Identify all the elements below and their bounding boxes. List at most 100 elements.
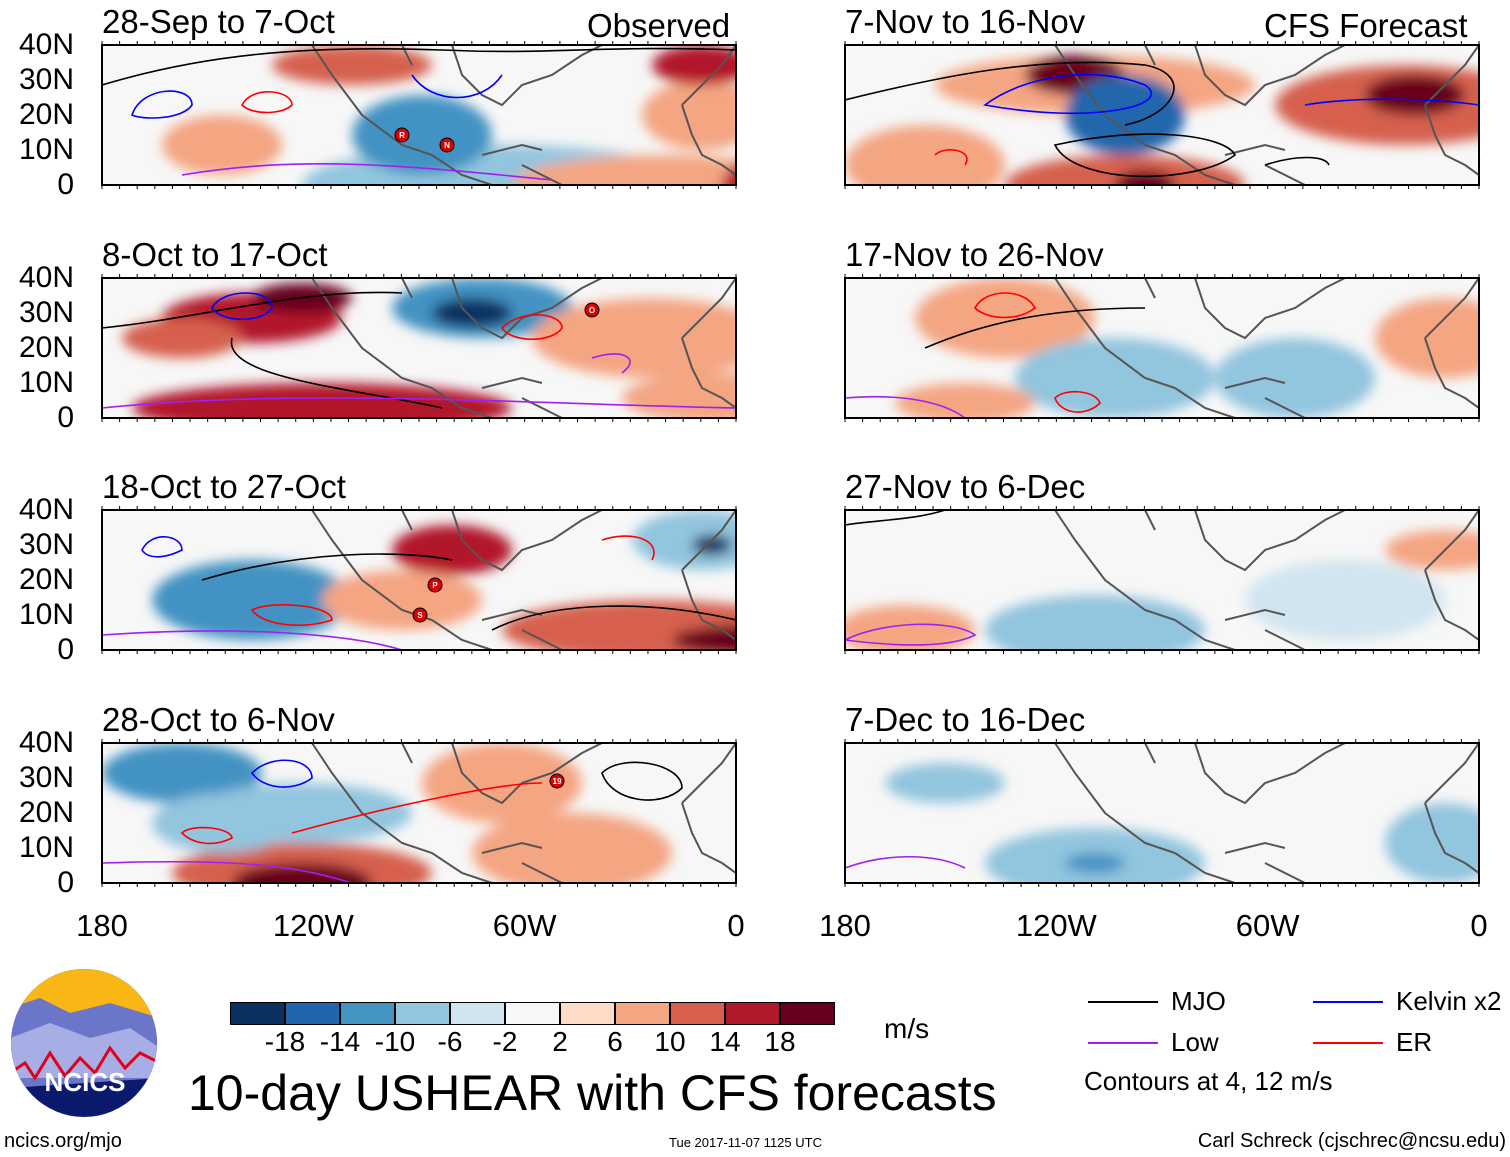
coastline bbox=[311, 278, 736, 418]
map-panel bbox=[844, 274, 1480, 422]
svg-text:S: S bbox=[417, 611, 423, 620]
shear-anomaly-region bbox=[322, 570, 482, 630]
shear-anomaly-region bbox=[102, 743, 262, 803]
legend-line bbox=[1088, 1001, 1158, 1003]
contour-line bbox=[591, 353, 631, 374]
figure-title: 10-day USHEAR with CFS forecasts bbox=[188, 1065, 997, 1121]
colorbar-label: 10 bbox=[654, 1026, 686, 1057]
lon-tick-label: 120W bbox=[272, 908, 354, 943]
panel-title: 8-Oct to 17-Oct bbox=[102, 236, 328, 273]
contour-line bbox=[934, 149, 968, 166]
shear-anomaly-region bbox=[152, 793, 292, 853]
lat-tick-label: 30N bbox=[18, 63, 74, 96]
colorbar-swatch bbox=[450, 1002, 505, 1025]
shear-anomaly-region bbox=[392, 525, 512, 575]
contour-line bbox=[845, 855, 966, 869]
colorbar-label: -6 bbox=[437, 1026, 463, 1057]
lat-tick-label: 40N bbox=[18, 28, 74, 61]
shear-anomaly-region bbox=[352, 95, 492, 175]
contour-line bbox=[102, 397, 736, 409]
coastline bbox=[1054, 510, 1479, 650]
colorbar-swatch bbox=[230, 1002, 285, 1025]
tropical-storm-icon: 19 bbox=[549, 773, 565, 789]
lat-tick-label: 10N bbox=[18, 366, 74, 399]
shear-anomaly-region bbox=[845, 125, 1005, 185]
lat-tick-label: 0 bbox=[57, 633, 74, 666]
contour-line bbox=[601, 761, 683, 801]
lon-tick-label: 60W bbox=[1235, 908, 1300, 943]
shear-anomaly-region bbox=[532, 298, 736, 378]
contour-line bbox=[845, 61, 1330, 178]
panel-title: 28-Sep to 7-Oct bbox=[102, 3, 335, 40]
colorbar-swatch bbox=[560, 1002, 615, 1025]
contour-line bbox=[845, 510, 946, 526]
shear-anomaly-region bbox=[1245, 560, 1445, 640]
tropical-storm-icon: O bbox=[584, 302, 600, 318]
svg-text:19: 19 bbox=[553, 777, 562, 786]
colorbar-swatch bbox=[615, 1002, 670, 1025]
contour-line bbox=[974, 292, 1037, 319]
shear-anomaly-region bbox=[512, 155, 736, 185]
lat-tick-label: 10N bbox=[18, 598, 74, 631]
legend-line bbox=[1313, 1001, 1383, 1003]
contour-line bbox=[845, 623, 977, 646]
shear-anomaly-region bbox=[845, 605, 975, 650]
shear-anomaly-region bbox=[885, 763, 1005, 803]
lat-tick-label: 30N bbox=[18, 528, 74, 561]
contour-line bbox=[983, 73, 1153, 115]
contour-line bbox=[1054, 390, 1101, 413]
colorbar-label: 14 bbox=[709, 1026, 741, 1057]
contour-line bbox=[241, 91, 293, 114]
panel-title: 28-Oct to 6-Nov bbox=[102, 701, 335, 738]
contour-line bbox=[102, 47, 736, 86]
lat-tick-label: 20N bbox=[18, 796, 74, 829]
colorbar-label: -10 bbox=[374, 1026, 416, 1057]
panel-title: 7-Dec to 16-Dec bbox=[845, 701, 1086, 738]
contour-line bbox=[141, 536, 183, 558]
coastline bbox=[311, 743, 736, 883]
lat-tick-label: 0 bbox=[57, 866, 74, 899]
website-link[interactable]: ncics.org/mjo bbox=[4, 1130, 122, 1152]
contour-line bbox=[131, 90, 193, 119]
contour-line bbox=[180, 826, 233, 845]
shear-anomaly-region bbox=[472, 813, 672, 883]
contour-line bbox=[211, 292, 273, 320]
shear-anomaly-region bbox=[132, 383, 512, 418]
panel-title: 18-Oct to 27-Oct bbox=[102, 468, 346, 505]
contour-line bbox=[411, 74, 503, 99]
contour-line bbox=[181, 163, 553, 181]
panel-title: 17-Nov to 26-Nov bbox=[845, 236, 1104, 273]
lon-tick-label: 0 bbox=[727, 908, 745, 943]
colorbar-swatch bbox=[340, 1002, 395, 1025]
colorbar-swatch bbox=[395, 1002, 450, 1025]
contour-line bbox=[102, 860, 353, 883]
observed-label: Observed bbox=[587, 7, 731, 44]
shear-anomaly-region bbox=[1215, 338, 1375, 418]
colorbar-label: -2 bbox=[492, 1026, 518, 1057]
coastline bbox=[311, 45, 736, 185]
contour-line bbox=[201, 553, 736, 631]
shear-anomaly-region bbox=[985, 595, 1205, 650]
map-panel: PS bbox=[101, 506, 737, 654]
shear-anomaly-region bbox=[642, 80, 736, 150]
panel-title: 27-Nov to 6-Dec bbox=[845, 468, 1086, 505]
map-panel bbox=[844, 739, 1480, 887]
shear-anomaly-region bbox=[422, 743, 582, 823]
shear-anomaly-region bbox=[692, 535, 732, 555]
map-panel: RN bbox=[101, 41, 737, 189]
svg-text:P: P bbox=[432, 581, 438, 590]
svg-text:R: R bbox=[399, 131, 405, 140]
lat-tick-label: 30N bbox=[18, 761, 74, 794]
legend-label: MJO bbox=[1171, 986, 1226, 1016]
colorbar-units: m/s bbox=[884, 1013, 930, 1044]
map-panel: O bbox=[101, 274, 737, 422]
contour-note: Contours at 4, 12 m/s bbox=[1084, 1066, 1333, 1096]
contour-line bbox=[250, 604, 333, 626]
shear-anomaly-region bbox=[1375, 298, 1479, 378]
colorbar-swatch bbox=[780, 1002, 835, 1025]
cfs-forecast-label: CFS Forecast bbox=[1264, 7, 1468, 44]
svg-text:O: O bbox=[589, 306, 595, 315]
panel-title: 7-Nov to 16-Nov bbox=[845, 3, 1086, 40]
lon-tick-label: 120W bbox=[1015, 908, 1097, 943]
